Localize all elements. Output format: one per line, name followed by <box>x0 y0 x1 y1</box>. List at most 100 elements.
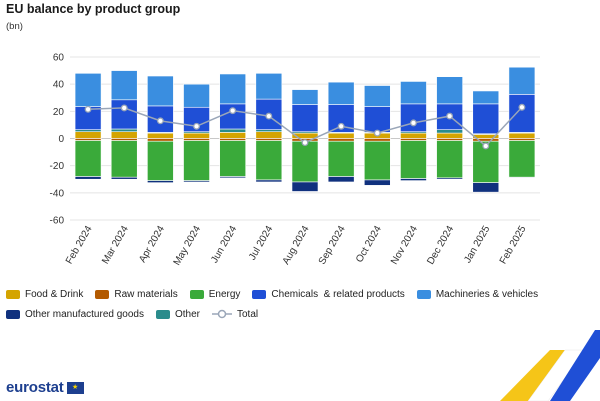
bar-segment-other_manuf <box>363 179 391 186</box>
x-tick-label: Oct 2024 <box>354 224 384 265</box>
x-tick-label: Jul 2024 <box>247 224 276 263</box>
y-tick-label: 0 <box>58 134 64 145</box>
x-tick-label: Nov 2024 <box>389 224 420 267</box>
bar-segment-food <box>327 132 355 139</box>
bar-segment-mach <box>147 75 174 107</box>
bar-segment-food <box>400 132 427 139</box>
bar-segment-raw <box>74 138 102 141</box>
y-tick-label: 20 <box>53 107 65 118</box>
bar-segment-food <box>110 131 138 139</box>
legend-total-line-icon <box>211 309 232 319</box>
bar-segment-energy <box>147 140 174 181</box>
bar-segment-energy <box>327 140 355 177</box>
bar-segment-raw <box>255 138 283 141</box>
total-point <box>193 122 200 130</box>
total-point <box>337 122 345 130</box>
bar-segment-other_manuf <box>74 176 102 180</box>
total-point <box>120 104 128 112</box>
bar-segment-other_manuf <box>472 182 500 193</box>
bar-segment-mach <box>327 81 355 105</box>
y-tick-label: -60 <box>50 216 65 227</box>
legend-label-energy: Energy <box>208 288 241 300</box>
x-tick-label: Mar 2024 <box>100 224 131 266</box>
legend-swatch-energy <box>189 289 204 299</box>
x-tick-label: Dec 2024 <box>425 224 456 267</box>
bar-segment-energy <box>436 140 463 179</box>
bar-segment-other_manuf <box>219 176 247 179</box>
bar-segment-chem <box>291 104 319 133</box>
eurostat-logo[interactable]: eurostat ★ <box>6 379 84 396</box>
legend-swatch-raw-materials <box>95 289 110 299</box>
bar-segment-other <box>255 129 283 133</box>
bar-segment-energy <box>400 140 427 179</box>
bar-segment-other_manuf <box>147 180 174 183</box>
legend-swatch-machineries <box>416 289 431 299</box>
bar-segment-raw <box>327 138 355 142</box>
bar-segment-food <box>74 131 102 139</box>
total-point <box>229 107 237 115</box>
bar-segment-mach <box>363 85 391 107</box>
legend-item-machineries[interactable]: Machineries & vehicles <box>416 288 539 300</box>
legend-item-total[interactable]: Total <box>211 308 259 320</box>
bar-segment-mach <box>291 89 319 105</box>
bar-segment-raw <box>110 138 138 141</box>
total-point <box>156 117 164 125</box>
bar-segment-mach <box>255 72 283 100</box>
bar-segment-chem <box>110 99 138 130</box>
bar-segment-raw <box>363 138 391 142</box>
bar-segment-other_manuf <box>291 181 319 192</box>
legend-label-machineries: Machineries & vehicles <box>435 288 539 300</box>
legend-item-food[interactable]: Food & Drink <box>6 289 83 300</box>
legend-label-raw-materials: Raw materials <box>114 288 178 300</box>
legend-item-chemicals[interactable]: Chemicals & related products <box>252 288 405 300</box>
legend-label-chemicals: Chemicals & related products <box>271 288 405 300</box>
bar-segment-chem <box>363 106 391 133</box>
logo-text: eurostat <box>6 379 64 396</box>
bar-segment-raw <box>436 138 463 141</box>
y-tick-label: -20 <box>50 161 65 172</box>
total-point <box>373 129 381 137</box>
bar-segment-other <box>110 128 138 133</box>
x-tick-label: Sep 2024 <box>317 224 348 267</box>
legend-swatch-food <box>6 289 20 299</box>
bar-segment-other_manuf <box>110 176 138 180</box>
bar-segment-energy <box>183 140 210 181</box>
legend: Food & Drink Raw materials Energy Chemic… <box>6 284 600 324</box>
bar-segment-raw <box>183 138 210 141</box>
bar-segment-chem <box>472 103 500 135</box>
bar-segment-mach <box>110 70 138 101</box>
bar-segment-other_manuf <box>436 177 463 180</box>
bar-segment-raw <box>219 138 247 141</box>
x-tick-label: Apr 2024 <box>137 224 167 265</box>
bar-segment-other_manuf <box>327 176 355 183</box>
legend-swatch-other-manufactured <box>6 309 20 319</box>
legend-swatch-other <box>155 309 170 319</box>
legend-label-other-manufactured: Other manufactured goods <box>25 308 144 320</box>
legend-item-energy[interactable]: Energy <box>189 288 241 300</box>
bar-segment-raw <box>147 138 174 142</box>
bar-segment-mach <box>183 83 210 108</box>
bar-segment-other <box>436 129 463 134</box>
legend-label-total: Total <box>236 308 259 320</box>
total-point <box>518 103 526 111</box>
bar-segment-mach <box>436 76 463 105</box>
legend-item-other-manufactured[interactable]: Other manufactured goods <box>6 309 144 320</box>
total-point <box>84 105 92 113</box>
x-tick-label: Aug 2024 <box>281 224 312 267</box>
bar-segment-food <box>183 132 210 139</box>
total-point <box>301 139 309 147</box>
x-tick-label: May 2024 <box>172 224 204 268</box>
legend-item-other[interactable]: Other <box>155 308 200 320</box>
y-tick-label: 40 <box>53 80 65 91</box>
bar-segment-mach <box>74 72 102 107</box>
legend-item-raw-materials[interactable]: Raw materials <box>95 288 178 300</box>
bar-segment-other_manuf <box>183 180 210 183</box>
decorative-stripes-icon <box>500 330 600 401</box>
bar-segment-energy <box>110 140 138 178</box>
legend-swatch-chemicals <box>252 289 267 299</box>
total-point <box>410 119 417 127</box>
y-tick-label: -40 <box>50 188 65 199</box>
bar-segment-mach <box>219 73 247 105</box>
legend-label-other: Other <box>174 308 200 320</box>
bar-segment-energy <box>291 140 319 183</box>
